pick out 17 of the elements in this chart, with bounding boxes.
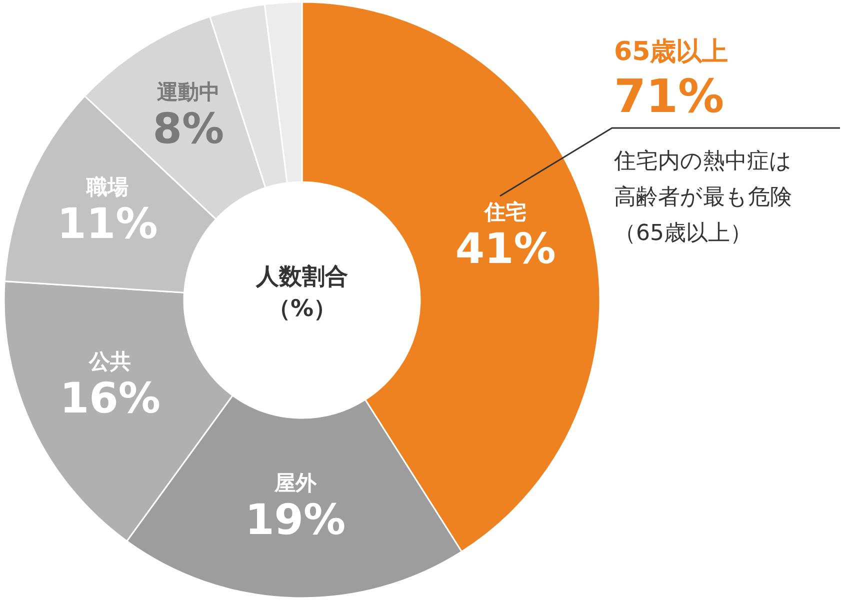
slice-label: 屋外 <box>273 470 318 495</box>
slice-label: 公共 <box>88 349 132 374</box>
text: （65歳以上） <box>614 221 752 246</box>
slice-label: 運動中 <box>156 80 220 104</box>
slice-label: 職場 <box>85 174 128 199</box>
text: 住宅内の熱中症は <box>613 149 792 174</box>
data-label: 11% <box>57 198 158 248</box>
data-label: 8% <box>152 104 224 153</box>
text: 71% <box>614 69 724 123</box>
text: 人数割合 <box>255 264 348 290</box>
data-label: 16% <box>60 373 160 422</box>
slice-label: 住宅 <box>484 200 527 224</box>
data-label: 19% <box>245 494 346 544</box>
text: （%） <box>267 296 337 322</box>
text: 高齢者が最も危険 <box>614 185 792 210</box>
text: 65歳以上 <box>614 37 728 67</box>
data-label: 41% <box>455 224 556 273</box>
